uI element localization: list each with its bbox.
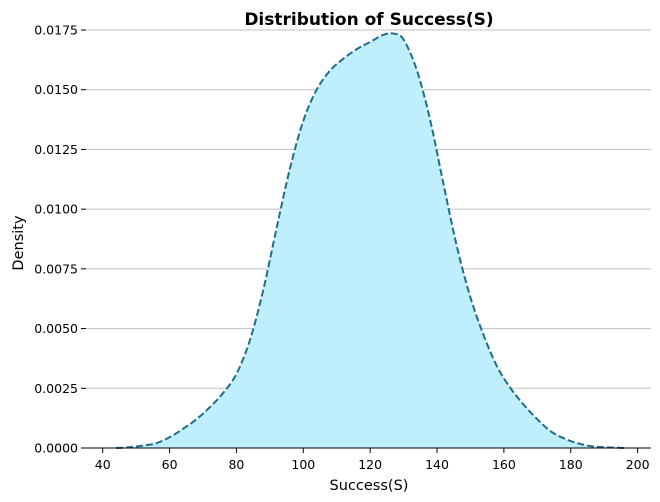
- y-tick-label-4: 0.0100: [34, 202, 78, 217]
- y-axis-title: Density: [11, 215, 27, 271]
- y-tick-label-5: 0.0125: [34, 142, 78, 157]
- y-tick-label-7: 0.0175: [34, 23, 78, 38]
- y-tick-label-6: 0.0150: [34, 82, 78, 97]
- chart-title: Distribution of Success(S): [244, 10, 493, 30]
- x-tick-label-4: 120: [358, 457, 382, 472]
- x-tick-label-6: 160: [492, 457, 516, 472]
- x-tick-label-7: 180: [559, 457, 583, 472]
- x-tick-label-3: 100: [291, 457, 315, 472]
- y-tick-label-1: 0.0025: [34, 381, 78, 396]
- x-tick-label-0: 40: [95, 457, 111, 472]
- x-axis-ticks: 40 60 80 100 120 140 160 180 200: [95, 448, 650, 472]
- density-curve-line: [116, 32, 625, 449]
- x-tick-label-2: 80: [228, 457, 244, 472]
- x-tick-label-8: 200: [626, 457, 650, 472]
- density-area-fill: [116, 33, 625, 448]
- y-tick-label-0: 0.0000: [34, 441, 78, 456]
- y-tick-label-3: 0.0075: [34, 261, 78, 276]
- y-tick-label-2: 0.0050: [34, 321, 78, 336]
- x-tick-label-5: 140: [425, 457, 449, 472]
- y-axis-ticks: 0.0000 0.0025 0.0050 0.0075 0.0100 0.0125 0.01…: [34, 23, 86, 456]
- x-tick-label-1: 60: [162, 457, 178, 472]
- x-axis-title: Success(S): [330, 478, 409, 494]
